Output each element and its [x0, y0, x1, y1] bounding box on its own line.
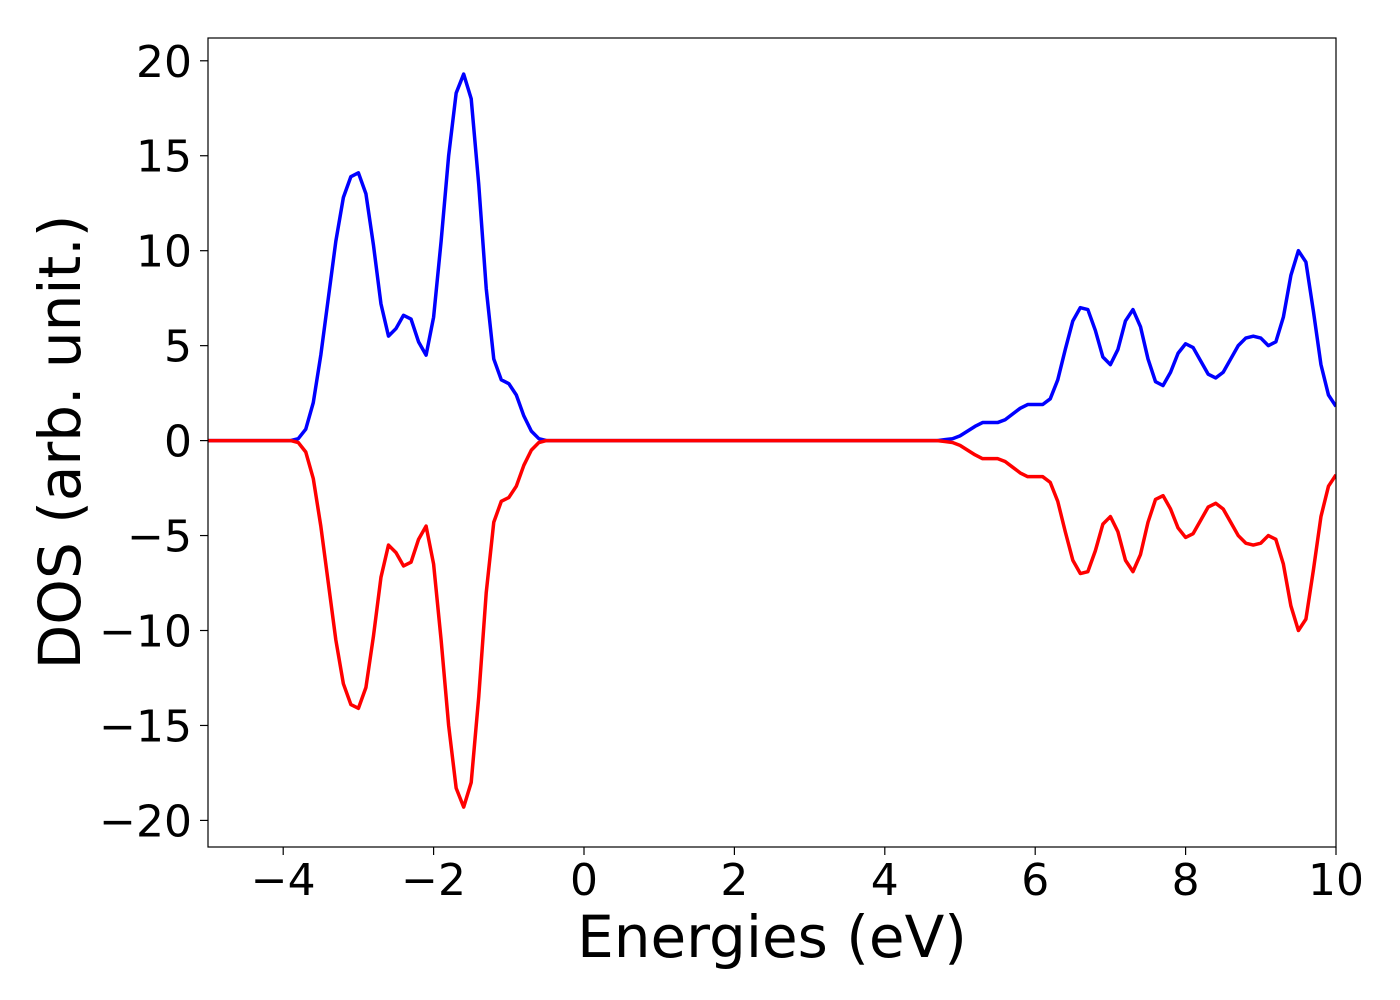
plot-frame — [207, 37, 1337, 848]
x-axis-label: Energies (eV) — [577, 903, 967, 971]
y-tick-label: 0 — [164, 417, 192, 468]
y-axis-label: DOS (arb. unit.) — [26, 215, 94, 670]
x-tick-label: 8 — [1172, 855, 1200, 906]
y-tick-label: 5 — [164, 322, 192, 373]
x-tick-label: −2 — [401, 855, 466, 906]
x-tick-label: 4 — [871, 855, 899, 906]
y-tick-label: 20 — [136, 37, 192, 88]
x-tick-label: −4 — [251, 855, 316, 906]
y-tick-label: −20 — [99, 796, 192, 847]
x-tick-label: 0 — [570, 855, 598, 906]
y-tick-label: −10 — [99, 607, 192, 658]
x-tick-label: 10 — [1308, 855, 1364, 906]
dos-line — [208, 72, 1336, 443]
y-tick-label: 10 — [136, 227, 192, 278]
y-tick-label: 15 — [136, 132, 192, 183]
y-tick-label: −15 — [99, 701, 192, 752]
x-tick-label: 2 — [720, 855, 748, 906]
x-tick-label: 6 — [1021, 855, 1049, 906]
plot-area — [208, 72, 1336, 809]
y-tick-label: −5 — [127, 512, 192, 563]
dos-line — [208, 438, 1336, 809]
